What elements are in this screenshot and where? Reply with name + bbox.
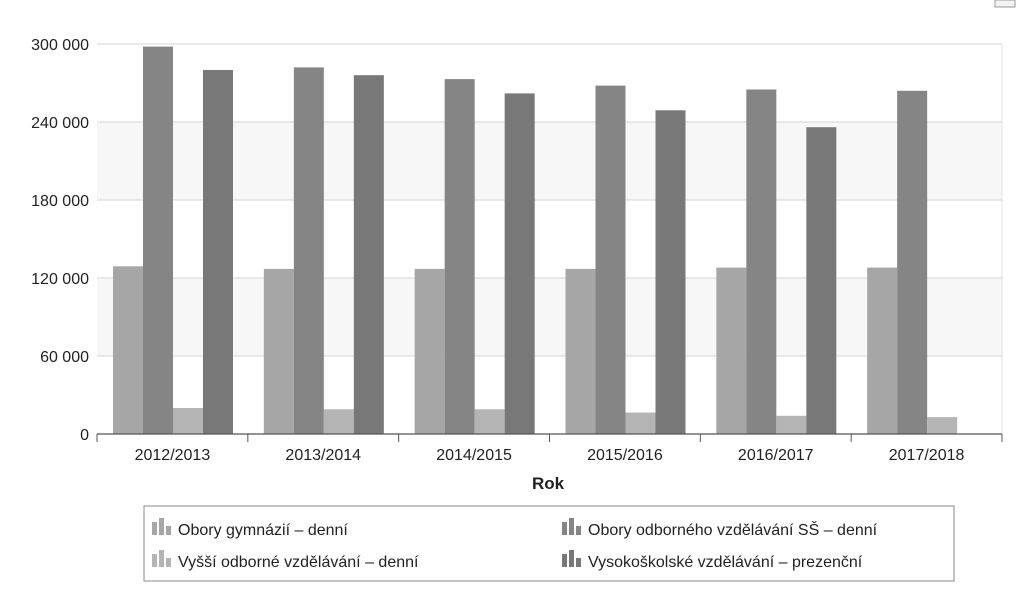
y-tick-label: 300 000 xyxy=(31,37,89,54)
legend-label: Vyšší odborné vzdělávání – denní xyxy=(178,554,419,571)
x-tick-label: 2015/2016 xyxy=(587,447,663,464)
bar xyxy=(655,110,686,435)
bar xyxy=(203,70,233,434)
x-tick-label: 2016/2017 xyxy=(738,447,814,464)
x-tick-label: 2012/2013 xyxy=(135,447,211,464)
y-tick-label: 60 000 xyxy=(40,349,89,366)
x-tick-label: 2014/2015 xyxy=(436,447,512,464)
bar xyxy=(897,90,928,435)
grid-band xyxy=(97,278,1002,356)
y-tick-label: 180 000 xyxy=(31,193,89,210)
bar xyxy=(263,268,294,434)
bars xyxy=(113,46,958,435)
bar xyxy=(504,93,535,435)
grid-band xyxy=(97,122,1002,200)
x-tick-label: 2013/2014 xyxy=(285,447,361,464)
bar xyxy=(776,415,807,434)
bar xyxy=(565,268,596,434)
y-tick-label: 0 xyxy=(80,427,89,444)
x-axis: 2012/2013 2013/2014 2014/2015 2015/2016 2016… xyxy=(96,433,1003,464)
bar xyxy=(173,408,203,434)
legend-item[interactable]: Vysokoškolské vzdělávání – prezenční xyxy=(562,550,863,571)
y-tick-label: 240 000 xyxy=(31,115,89,132)
bar xyxy=(716,267,747,434)
bar xyxy=(113,266,143,434)
bar xyxy=(414,268,445,434)
bar-chart-icon xyxy=(562,518,581,535)
legend-item[interactable]: Vyšší odborné vzdělávání – denní xyxy=(152,550,419,571)
bar xyxy=(444,79,475,434)
legend-label: Vysokoškolské vzdělávání – prezenční xyxy=(588,554,863,571)
bar xyxy=(806,127,837,434)
bar xyxy=(595,85,626,434)
bar-chart-icon xyxy=(152,550,171,567)
bar xyxy=(293,67,324,435)
y-axis: 0 60 000 120 000 180 000 240 000 300 000 xyxy=(31,37,89,444)
bar xyxy=(323,409,354,434)
bar xyxy=(353,75,384,434)
bar xyxy=(867,267,898,434)
legend-item[interactable]: Obory gymnázií – denní xyxy=(152,518,348,539)
bar xyxy=(143,46,173,434)
plot-background xyxy=(97,44,1002,434)
menu-icon[interactable] xyxy=(994,0,1016,8)
x-tick-label: 2017/2018 xyxy=(889,447,965,464)
bar-chart-icon xyxy=(152,518,171,535)
legend-box xyxy=(143,505,955,582)
y-tick-label: 120 000 xyxy=(31,271,89,288)
bar-chart-icon xyxy=(562,550,581,567)
legend-item[interactable]: Obory odborného vzdělávání SŠ – denní xyxy=(562,518,878,539)
bar xyxy=(625,412,656,434)
bar xyxy=(474,409,505,434)
x-axis-title: Rok xyxy=(532,474,565,493)
legend-label: Obory odborného vzdělávání SŠ – denní xyxy=(588,520,878,539)
legend-label: Obory gymnázií – denní xyxy=(178,522,348,539)
legend: Obory gymnázií – denní Obory odborného vz… xyxy=(143,505,955,582)
bar xyxy=(746,89,777,434)
bar xyxy=(927,417,958,434)
